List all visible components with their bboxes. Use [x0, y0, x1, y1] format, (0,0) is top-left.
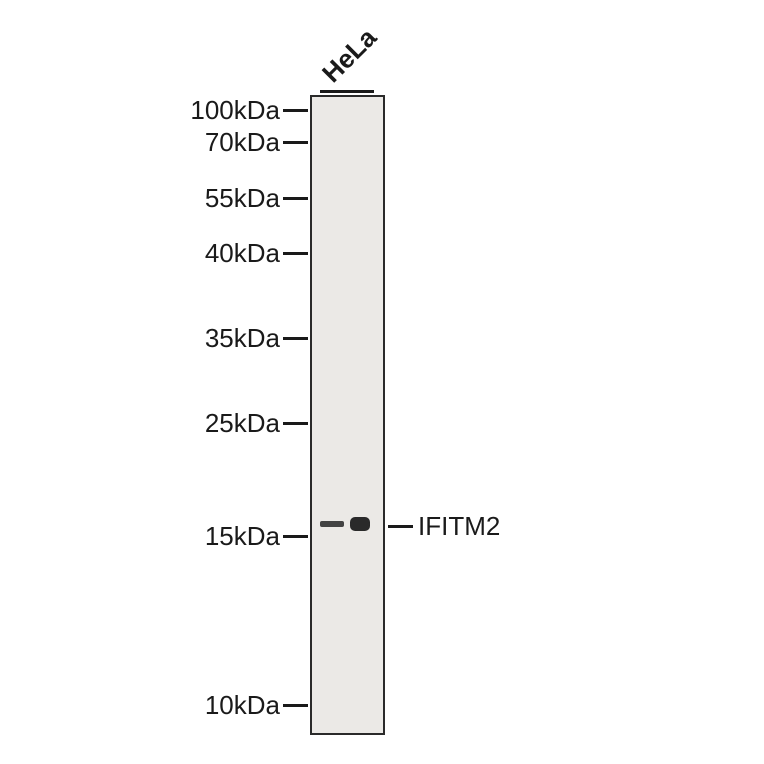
protein-band	[320, 521, 344, 527]
target-band-tick	[388, 525, 413, 528]
mw-tick	[283, 109, 308, 112]
mw-tick	[283, 337, 308, 340]
blot-lane	[310, 95, 385, 735]
protein-band	[350, 517, 370, 531]
mw-label: 40kDa	[205, 238, 280, 269]
mw-label: 15kDa	[205, 521, 280, 552]
mw-tick	[283, 422, 308, 425]
mw-label: 70kDa	[205, 127, 280, 158]
mw-tick	[283, 535, 308, 538]
mw-label: 55kDa	[205, 183, 280, 214]
mw-tick	[283, 141, 308, 144]
mw-label: 25kDa	[205, 408, 280, 439]
mw-label: 100kDa	[190, 95, 280, 126]
target-band-label: IFITM2	[418, 511, 500, 542]
mw-tick	[283, 252, 308, 255]
mw-label: 35kDa	[205, 323, 280, 354]
mw-tick	[283, 197, 308, 200]
mw-tick	[283, 704, 308, 707]
mw-label: 10kDa	[205, 690, 280, 721]
sample-underline	[320, 90, 374, 93]
